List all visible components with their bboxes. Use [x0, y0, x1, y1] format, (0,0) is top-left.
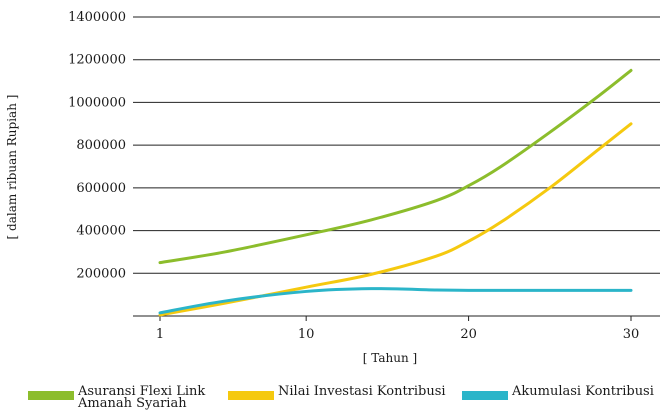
legend-swatch-green: [28, 391, 74, 400]
y-tick-label: 1200000: [68, 53, 126, 68]
line-chart: 1400000120000010000008000006000004000002…: [5, 10, 660, 365]
x-tick-label: 1: [156, 327, 164, 342]
series-line-asuransi: [158, 68, 633, 265]
legend-item-akumulasi: Akumulasi Kontribusi: [462, 384, 654, 400]
series-line-investasi: [158, 122, 633, 317]
legend: Asuransi Flexi Link Amanah Syariah Nilai…: [0, 384, 669, 416]
x-tick-label: 20: [460, 327, 477, 342]
legend-label: Nilai Investasi Kontribusi: [278, 384, 446, 399]
series-lines: [158, 68, 633, 317]
x-axis-label: [ Tahun ]: [363, 351, 417, 365]
y-axis-label: [ dalam ribuan Rupiah ]: [5, 95, 19, 240]
x-tick-label: 10: [298, 327, 315, 342]
y-tick-label: 600000: [76, 181, 126, 196]
x-tick-label: 30: [623, 327, 640, 342]
series-line-akumulasi: [158, 287, 633, 315]
y-tick-label: 1000000: [68, 95, 126, 110]
legend-label: Akumulasi Kontribusi: [512, 384, 654, 399]
y-tick-label: 1400000: [68, 10, 126, 25]
y-tick-label: 200000: [76, 266, 126, 281]
legend-item-asuransi: Asuransi Flexi Link Amanah Syariah: [28, 384, 218, 410]
legend-item-investasi: Nilai Investasi Kontribusi: [228, 384, 446, 400]
y-axis-ticks: 1400000 1200000 1000000 800000 600000 400000 2…: [68, 10, 126, 281]
x-axis-ticks: 1 10 20 30: [156, 316, 639, 342]
legend-swatch-cyan: [462, 391, 508, 400]
gridlines: [133, 16, 660, 317]
y-tick-label: 400000: [76, 224, 126, 239]
y-tick-label: 800000: [76, 138, 126, 153]
legend-label: Asuransi Flexi Link Amanah Syariah: [78, 384, 206, 411]
legend-swatch-yellow: [228, 391, 274, 400]
